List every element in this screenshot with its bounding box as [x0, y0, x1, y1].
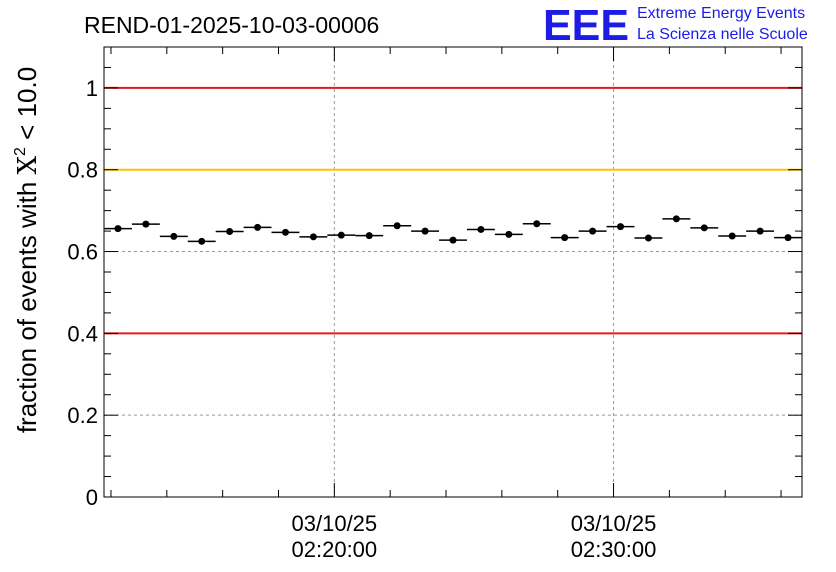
axes: 00.20.40.60.8103/10/2502:20:0003/10/2502… — [67, 46, 802, 562]
y-axis-title: fraction of events with X2 < 10.0 — [12, 67, 43, 433]
data-point — [327, 231, 356, 239]
data-point-marker — [198, 237, 206, 245]
data-series — [104, 215, 802, 245]
y-tick-label: 1 — [86, 76, 98, 101]
data-point — [550, 234, 579, 242]
x-tick-label-date: 03/10/25 — [292, 511, 378, 536]
eee-logo: EEE Extreme Energy Events La Scienza nel… — [543, 1, 808, 50]
data-point-marker — [644, 234, 652, 242]
data-point — [439, 236, 467, 244]
x-tick-label-time: 02:20:00 — [292, 537, 378, 562]
data-point-marker — [784, 234, 792, 242]
data-point-marker — [226, 228, 234, 235]
data-point-marker — [254, 223, 262, 231]
data-point-marker — [337, 231, 345, 239]
plot-frame — [103, 46, 803, 498]
data-point-marker — [449, 236, 457, 244]
data-point — [774, 234, 802, 242]
data-point-marker — [561, 234, 569, 242]
threshold-lines — [104, 86, 802, 335]
data-point-marker — [309, 233, 317, 241]
eee-logo-line2: La Scienza nelle Scuole — [637, 26, 808, 43]
data-point — [299, 233, 328, 241]
y-axis-title-suffix: < 10.0 — [12, 67, 42, 147]
data-point-marker — [617, 223, 625, 231]
y-tick-label: 0.2 — [67, 403, 98, 428]
data-point — [746, 227, 775, 235]
data-point-marker — [421, 227, 429, 235]
data-point — [215, 228, 244, 235]
y-axis-title-prefix: fraction of events with — [12, 174, 42, 433]
data-point — [355, 232, 384, 240]
data-point — [522, 220, 551, 228]
data-point-marker — [393, 222, 401, 230]
data-point — [466, 225, 495, 233]
data-point — [718, 232, 747, 240]
data-point-marker — [281, 228, 289, 236]
data-point-marker — [589, 227, 597, 235]
data-point — [690, 224, 719, 232]
data-point — [271, 228, 300, 236]
chart-title: REND-01-2025-10-03-00006 — [84, 12, 379, 38]
data-point-marker — [170, 232, 178, 240]
data-point-marker — [672, 215, 680, 223]
data-point — [578, 227, 607, 235]
x-tick-label-date: 03/10/25 — [571, 511, 657, 536]
data-point-marker — [477, 225, 485, 233]
y-tick-label: 0.6 — [67, 240, 98, 265]
y-axis-title-symbol: X — [13, 155, 43, 174]
data-point-marker — [142, 220, 150, 228]
data-point — [383, 222, 412, 230]
data-point — [159, 232, 188, 240]
data-point-marker — [114, 225, 122, 233]
data-point — [494, 230, 523, 238]
y-tick-label: 0.8 — [67, 158, 98, 183]
eee-logo-mark: EEE — [543, 1, 629, 50]
grid-layer — [104, 47, 802, 497]
data-point-marker — [700, 224, 708, 232]
data-point — [411, 227, 440, 235]
y-tick-label: 0.4 — [67, 321, 98, 346]
data-point — [243, 223, 272, 231]
data-point-marker — [756, 227, 764, 235]
y-tick-label: 0 — [86, 485, 98, 510]
eee-logo-line1: Extreme Energy Events — [637, 5, 805, 22]
data-point — [634, 234, 663, 242]
data-point — [104, 225, 132, 233]
data-point-marker — [728, 232, 736, 240]
data-point-marker — [365, 232, 373, 240]
data-point — [131, 220, 160, 228]
data-point — [606, 223, 635, 231]
data-point — [662, 215, 691, 223]
x-tick-label-time: 02:30:00 — [571, 537, 657, 562]
data-point-marker — [533, 220, 541, 228]
data-point-marker — [505, 230, 513, 238]
data-point — [187, 237, 216, 245]
y-axis-title-superscript: 2 — [12, 147, 29, 156]
